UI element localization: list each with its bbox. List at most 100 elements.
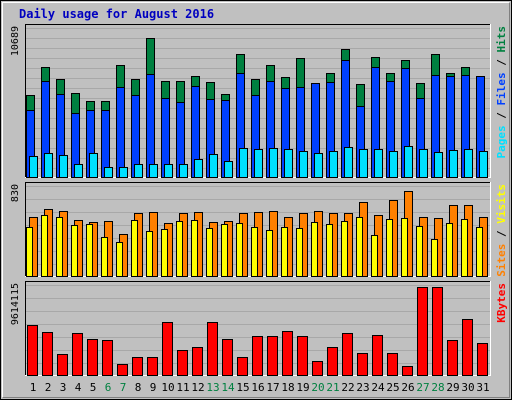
legend-separator: /: [495, 106, 508, 126]
kbytes-bar: [102, 340, 113, 376]
pages-bar: [74, 164, 83, 178]
pages-bar: [59, 155, 68, 178]
legend-separator: /: [495, 224, 508, 244]
pages-bar: [374, 149, 383, 178]
x-tick-label: 24: [371, 381, 385, 394]
x-tick-label: 10: [161, 381, 174, 394]
legend-visitors: Sites / Visits: [495, 184, 508, 277]
visits-bar: [26, 227, 33, 277]
x-axis-labels: 1 2 3 4 5 6 7 8 9 10 11 12 13 14 15 16 17 18 19 20 21 22 23 24 2…: [30, 381, 490, 394]
x-tick-label: 21: [326, 381, 339, 394]
kbytes-bar: [162, 322, 173, 376]
legend-entry: Sites: [495, 244, 508, 277]
kbytes-bar: [357, 353, 368, 376]
visits-bar: [311, 222, 318, 277]
visits-bar: [146, 231, 153, 277]
x-tick-label: 7: [120, 381, 127, 394]
x-tick-label: 2: [45, 381, 52, 394]
pages-bar: [254, 149, 263, 178]
pages-bar: [89, 153, 98, 178]
visits-bar: [176, 221, 183, 277]
pages-bar: [239, 148, 248, 178]
visits-bar: [191, 220, 198, 277]
x-tick-label: 31: [476, 381, 489, 394]
kbytes-bar: [192, 347, 203, 376]
x-tick-label: 4: [75, 381, 82, 394]
kbytes-bar: [57, 354, 68, 376]
kbytes-bar: [417, 287, 428, 376]
kbytes-bar: [42, 332, 53, 376]
x-tick-label: 18: [281, 381, 294, 394]
kbytes-bar: [132, 357, 143, 376]
pages-bar: [29, 156, 38, 178]
x-tick-label: 20: [311, 381, 324, 394]
x-tick-label: 8: [135, 381, 142, 394]
legend-entry: Pages: [495, 125, 508, 158]
kbytes-bar: [327, 347, 338, 376]
x-tick-label: 11: [176, 381, 189, 394]
x-tick-label: 27: [416, 381, 429, 394]
visits-bar: [386, 219, 393, 277]
legend-kbytes: KBytes: [495, 283, 508, 323]
y-max-label: 10689: [10, 26, 21, 56]
kbytes-bar: [402, 366, 413, 376]
visits-bar: [461, 219, 468, 277]
x-tick-label: 17: [266, 381, 279, 394]
pages-bar: [434, 152, 443, 178]
x-tick-label: 28: [431, 381, 444, 394]
kbytes-bar: [147, 357, 158, 376]
legend-entry: Visits: [495, 184, 508, 224]
pages-bar: [224, 161, 233, 178]
files-bar: [116, 87, 125, 178]
visits-bar: [221, 224, 228, 277]
visits-bar: [131, 220, 138, 277]
pages-bar: [344, 147, 353, 178]
legend-entry: KBytes: [495, 283, 508, 323]
x-tick-label: 15: [236, 381, 249, 394]
kbytes-bar: [252, 336, 263, 376]
kbytes-bar: [387, 353, 398, 376]
kbytes-bar: [177, 350, 188, 376]
pages-bar: [149, 164, 158, 178]
pages-bar: [119, 167, 128, 178]
visits-bar: [101, 237, 108, 277]
y-max-label: 9614115: [10, 283, 21, 325]
legend-entry: Files: [495, 72, 508, 105]
visits-bar: [401, 218, 408, 277]
legend-separator: /: [495, 53, 508, 73]
visits-bar: [161, 229, 168, 277]
y-axis-labels: 10689 830 9614115: [10, 26, 21, 325]
x-tick-label: 14: [221, 381, 235, 394]
x-tick-label: 29: [446, 381, 459, 394]
pages-bar: [104, 167, 113, 178]
legend-traffic: Pages / Files / Hits: [495, 26, 508, 159]
x-tick-label: 3: [60, 381, 67, 394]
visits-bar: [281, 227, 288, 277]
x-tick-label: 26: [401, 381, 414, 394]
pages-bar: [209, 154, 218, 178]
pages-bar: [404, 146, 413, 178]
pages-bar: [314, 153, 323, 178]
kbytes-bar: [477, 343, 488, 376]
pages-bar: [389, 151, 398, 178]
visits-bar: [341, 221, 348, 277]
visits-bar: [371, 235, 378, 277]
pages-bar: [464, 149, 473, 178]
x-tick-label: 12: [191, 381, 204, 394]
pages-bar: [269, 148, 278, 178]
files-bar: [146, 74, 155, 178]
x-tick-label: 23: [356, 381, 369, 394]
x-tick-label: 30: [461, 381, 474, 394]
pages-bar: [479, 151, 488, 178]
visits-bar: [251, 227, 258, 277]
kbytes-bar: [282, 331, 293, 376]
kbytes-bar: [297, 336, 308, 376]
kbytes-bar: [87, 339, 98, 376]
visits-bar: [416, 226, 423, 277]
pages-bar: [194, 159, 203, 178]
kbytes-bar: [117, 364, 128, 376]
kbytes-bar: [342, 333, 353, 376]
x-tick-label: 9: [150, 381, 157, 394]
x-tick-label: 6: [105, 381, 112, 394]
